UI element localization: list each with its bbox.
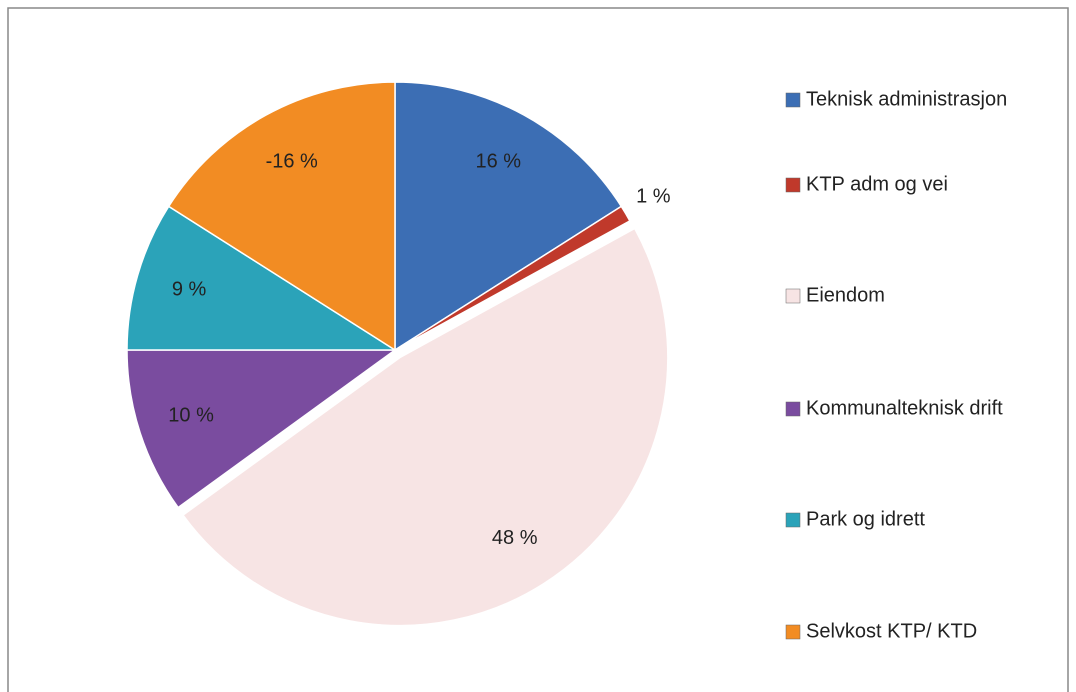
legend-swatch bbox=[785, 288, 801, 304]
legend-swatch bbox=[785, 401, 801, 417]
data-label: 16 % bbox=[475, 150, 521, 172]
legend-label: KTP adm og vei bbox=[806, 173, 948, 195]
legend-swatch bbox=[785, 624, 801, 640]
legend-label: Teknisk administrasjon bbox=[806, 88, 1007, 110]
data-label: 9 % bbox=[172, 278, 207, 300]
legend-label: Park og idrett bbox=[806, 508, 925, 530]
legend-swatch bbox=[785, 92, 801, 108]
legend-label: Eiendom bbox=[806, 284, 885, 306]
pie-slice bbox=[181, 227, 669, 627]
legend-label: Kommunalteknisk drift bbox=[806, 397, 1003, 419]
data-label: 10 % bbox=[168, 405, 214, 427]
data-label: 1 % bbox=[636, 185, 671, 207]
legend-label: Selvkost KTP/ KTD bbox=[806, 620, 977, 642]
data-label: 48 % bbox=[492, 527, 538, 549]
legend-swatch bbox=[785, 177, 801, 193]
pie-slice bbox=[394, 81, 623, 352]
pie-slice bbox=[394, 205, 631, 351]
pie-slice bbox=[126, 205, 398, 351]
data-label: -16 % bbox=[266, 150, 318, 172]
pie-slice bbox=[126, 349, 398, 509]
legend-swatch bbox=[785, 512, 801, 528]
pie-slice bbox=[167, 81, 396, 352]
